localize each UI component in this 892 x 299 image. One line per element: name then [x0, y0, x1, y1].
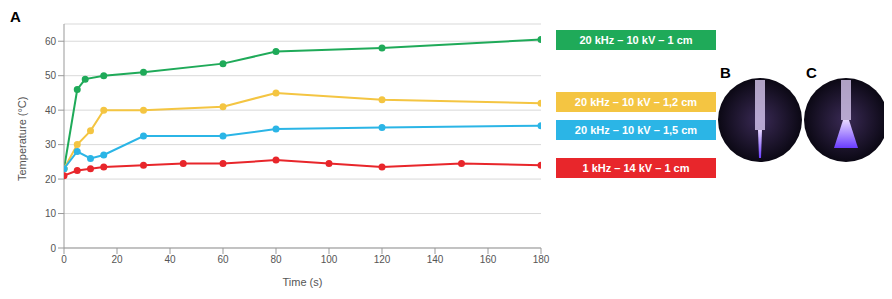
- svg-text:20: 20: [111, 254, 123, 265]
- html-text:20 kHz – 10 kV – 1,5 cm: 20 kHz – 10 kV – 1,5 cm: [574, 124, 698, 136]
- svg-text:160: 160: [480, 254, 497, 265]
- svg-text:60: 60: [45, 36, 57, 47]
- html-text:A: A: [10, 8, 21, 25]
- svg-text:80: 80: [270, 254, 282, 265]
- svg-text:40: 40: [45, 105, 57, 116]
- svg-text:120: 120: [374, 254, 391, 265]
- svg-text:140: 140: [427, 254, 444, 265]
- html-text:20 kHz – 10 kV – 1,2 cm: 20 kHz – 10 kV – 1,2 cm: [574, 96, 698, 108]
- html-text:20 kHz – 10 kV – 1 cm: 20 kHz – 10 kV – 1 cm: [579, 34, 693, 46]
- svg-text:50: 50: [45, 70, 57, 81]
- svg-text:Time (s): Time (s): [283, 276, 323, 288]
- svg-text:0: 0: [50, 243, 56, 254]
- svg-text:C: C: [806, 64, 817, 81]
- svg-text:40: 40: [164, 254, 176, 265]
- svg-text:B: B: [720, 64, 731, 81]
- svg-text:60: 60: [217, 254, 229, 265]
- svg-text:Temperature (°C): Temperature (°C): [16, 97, 28, 181]
- svg-text:0: 0: [61, 254, 67, 265]
- svg-text:10: 10: [45, 208, 57, 219]
- svg-text:180: 180: [533, 254, 550, 265]
- svg-text:30: 30: [45, 139, 57, 150]
- svg-text:20: 20: [45, 174, 57, 185]
- svg-text:100: 100: [321, 254, 338, 265]
- html-text:1 kHz – 14 kV – 1 cm: 1 kHz – 14 kV – 1 cm: [582, 162, 690, 174]
